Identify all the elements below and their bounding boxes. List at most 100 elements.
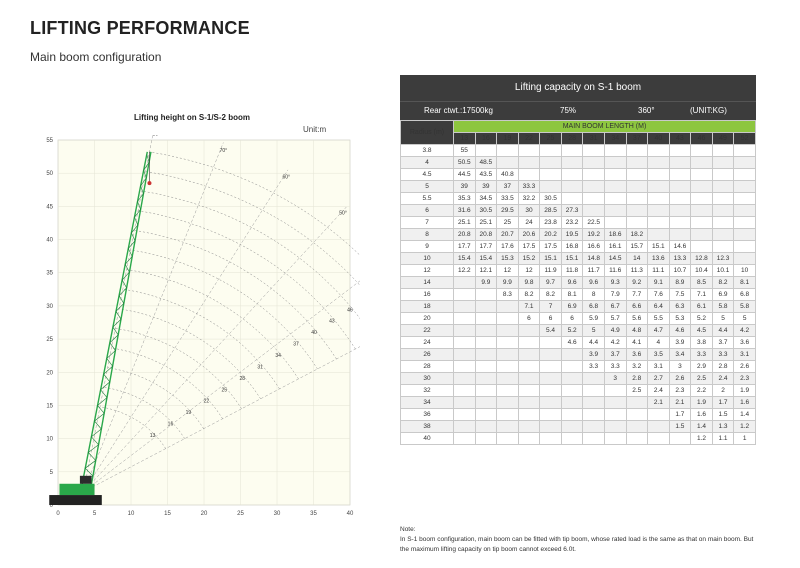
radius-cell: 6 bbox=[400, 204, 454, 217]
capacity-cell bbox=[647, 432, 670, 445]
x-tick-label: 10 bbox=[128, 511, 135, 517]
radius-arc bbox=[130, 249, 318, 370]
capacity-cell: 8.9 bbox=[668, 276, 692, 289]
capacity-cell bbox=[582, 432, 605, 445]
capacity-cell bbox=[560, 360, 584, 373]
capacity-cell: 44.5 bbox=[453, 168, 476, 181]
capacity-cell: 3.1 bbox=[733, 348, 756, 361]
capacity-cell bbox=[647, 168, 670, 181]
capacity-cell bbox=[496, 312, 519, 325]
capacity-cell: 17.7 bbox=[453, 240, 476, 253]
crane-body bbox=[59, 483, 95, 496]
boom-length-cell: 34 bbox=[603, 132, 627, 145]
table-row: 7 25.1 25.1 25 24 23.8 23.2 22.5 bbox=[400, 216, 756, 229]
capacity-cell: 1.1 bbox=[711, 432, 735, 445]
capacity-cell bbox=[625, 156, 649, 169]
radius-arc-label: 31 bbox=[257, 364, 263, 370]
capacity-cell: 16.8 bbox=[560, 240, 584, 253]
capacity-cell: 15.1 bbox=[539, 252, 562, 265]
capacity-cell bbox=[603, 168, 627, 181]
capacity-cell bbox=[539, 348, 562, 361]
radius-cell: 12 bbox=[400, 264, 454, 277]
capacity-cell bbox=[733, 180, 756, 193]
capacity-cell: 3.6 bbox=[625, 348, 649, 361]
capacity-cell bbox=[517, 384, 541, 397]
boom-length-cell: 37 bbox=[625, 132, 649, 145]
capacity-cell: 2.7 bbox=[647, 372, 670, 385]
capacity-cell bbox=[668, 204, 692, 217]
capacity-cell: 2.8 bbox=[711, 360, 735, 373]
capacity-cell bbox=[560, 420, 584, 433]
capacity-cell: 17.5 bbox=[517, 240, 541, 253]
table-row: 14 9.9 9.9 9.8 9.7 9.6 9.6 9.3 9.2 9.1 8.9 8.5 8.2 8.… bbox=[400, 276, 756, 289]
capacity-cell bbox=[474, 396, 498, 409]
capacity-cell bbox=[560, 408, 584, 421]
capacity-cell bbox=[539, 336, 562, 349]
capacity-cell: 35.3 bbox=[453, 192, 476, 205]
capacity-cell bbox=[517, 420, 541, 433]
capacity-cell: 15.2 bbox=[517, 252, 541, 265]
capacity-cell: 15.4 bbox=[453, 252, 476, 265]
capacity-cell bbox=[603, 420, 627, 433]
capacity-cell: 17.5 bbox=[539, 240, 562, 253]
table-row: 20 6 6 6 5.9 5.7 5.6 5.5 5.3 5.2 5 5 bbox=[400, 312, 756, 325]
capacity-cell bbox=[582, 156, 605, 169]
capacity-cell bbox=[647, 192, 670, 205]
capacity-cell: 9.9 bbox=[474, 276, 498, 289]
capacity-cell: 19.5 bbox=[560, 228, 584, 241]
capacity-cell: 3.9 bbox=[582, 348, 605, 361]
capacity-cell: 25 bbox=[496, 216, 519, 229]
capacity-cell bbox=[668, 432, 692, 445]
capacity-cell bbox=[474, 144, 498, 157]
capacity-cell: 10.4 bbox=[690, 264, 713, 277]
table-row: 5 39 39 37 33.3 bbox=[400, 180, 756, 193]
table-row: 38 1.5 1.4 1.3 1.2 bbox=[400, 420, 756, 433]
table-row: 4 50.5 48.5 bbox=[400, 156, 756, 169]
capacity-cell: 8.1 bbox=[733, 276, 756, 289]
radius-arc-label: 25 bbox=[222, 387, 228, 393]
capacity-cell bbox=[733, 240, 756, 253]
capacity-cell: 30.5 bbox=[539, 192, 562, 205]
capacity-cell bbox=[560, 348, 584, 361]
capacity-cell bbox=[733, 252, 756, 265]
radius-arc-label: 22 bbox=[204, 399, 210, 405]
capacity-cell: 23.8 bbox=[539, 216, 562, 229]
capacity-cell bbox=[625, 432, 649, 445]
capacity-cell: 15.1 bbox=[560, 252, 584, 265]
capacity-cell bbox=[517, 372, 541, 385]
capacity-cell bbox=[690, 216, 713, 229]
capacity-cell bbox=[453, 312, 476, 325]
capacity-cell bbox=[668, 144, 692, 157]
capacity-cell: 20.8 bbox=[474, 228, 498, 241]
table-row: 6 31.6 30.5 29.5 30 28.5 27.3 bbox=[400, 204, 756, 217]
table-row: 18 7.1 7 6.9 6.8 6.7 6.6 6.4 6.3 6.1 5.8 5.8 bbox=[400, 300, 756, 313]
capacity-cell bbox=[625, 192, 649, 205]
note-text: In S-1 boom configuration, main boom can… bbox=[400, 536, 754, 553]
capacity-cell: 2.1 bbox=[647, 396, 670, 409]
capacity-cell bbox=[560, 384, 584, 397]
capacity-meta-row: Rear ctwt.:17500kg 75% 360° (UNIT:KG) bbox=[400, 101, 756, 120]
table-row: 5.5 35.3 34.5 33.5 32.2 30.5 bbox=[400, 192, 756, 205]
y-tick-label: 20 bbox=[46, 370, 53, 376]
y-tick-label: 45 bbox=[46, 204, 53, 210]
capacity-cell bbox=[711, 216, 735, 229]
capacity-cell bbox=[496, 360, 519, 373]
capacity-cell bbox=[711, 144, 735, 157]
capacity-cell bbox=[560, 144, 584, 157]
capacity-cell: 1.2 bbox=[690, 432, 713, 445]
capacity-cell: 3.3 bbox=[711, 348, 735, 361]
capacity-cell: 31.6 bbox=[453, 204, 476, 217]
capacity-table: Radius (m) MAIN BOOM LENGTH (M) 13 16 19 22 25… bbox=[400, 120, 756, 445]
capacity-cell bbox=[453, 384, 476, 397]
capacity-cell: 3.4 bbox=[668, 348, 692, 361]
percent-label: 75% bbox=[560, 106, 577, 115]
capacity-cell: 33.3 bbox=[517, 180, 541, 193]
table-row: 28 3.3 3.3 3.2 3.1 3 2.9 2.8 2.6 bbox=[400, 360, 756, 373]
hook-icon bbox=[147, 181, 152, 186]
radius-arc bbox=[115, 328, 242, 409]
y-tick-label: 35 bbox=[46, 271, 53, 277]
capacity-cell: 18.6 bbox=[603, 228, 627, 241]
angle-ray bbox=[83, 346, 360, 492]
capacity-cell: 5.4 bbox=[539, 324, 562, 337]
capacity-cell: 6.8 bbox=[733, 288, 756, 301]
